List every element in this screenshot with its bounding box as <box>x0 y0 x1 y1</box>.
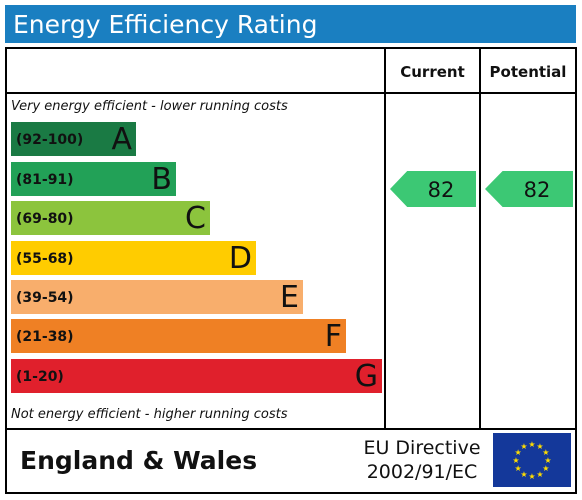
eu-star-icon: ★ <box>515 464 522 473</box>
band-range-label: (39-54) <box>16 290 74 306</box>
potential-rating-value: 82 <box>523 178 551 202</box>
eu-directive-line2: 2002/91/EC <box>366 461 478 483</box>
band-f: (21-38) F <box>11 319 346 354</box>
band-range-label: (21-38) <box>16 329 74 345</box>
band-letter-label: B <box>151 162 172 197</box>
band-range-label: (81-91) <box>16 172 74 188</box>
chart-title: Energy Efficiency Rating <box>5 5 576 43</box>
eu-star-icon: ★ <box>520 442 527 451</box>
eu-star-icon: ★ <box>515 448 522 457</box>
band-e: (39-54) E <box>11 280 303 315</box>
current-column-divider <box>384 47 386 430</box>
eu-star-icon: ★ <box>528 440 535 449</box>
band-b: (81-91) B <box>11 162 176 197</box>
band-d: (55-68) D <box>11 241 256 276</box>
eu-flag-icon: ★ ★ ★ ★ ★ ★ ★ ★ ★ ★ ★ ★ <box>493 433 571 487</box>
potential-column-divider <box>479 47 481 430</box>
bottom-note: Not energy efficient - higher running co… <box>11 407 288 422</box>
band-range-label: (55-68) <box>16 251 74 267</box>
band-range-label: (69-80) <box>16 211 74 227</box>
eu-star-icon: ★ <box>520 470 527 479</box>
eu-star-icon: ★ <box>536 442 543 451</box>
band-letter-label: C <box>185 201 206 236</box>
top-note: Very energy efficient - lower running co… <box>11 99 288 114</box>
footer-divider <box>5 428 577 430</box>
band-range-label: (1-20) <box>16 369 64 385</box>
band-letter-label: F <box>324 319 342 354</box>
eu-star-icon: ★ <box>544 456 551 465</box>
band-c: (69-80) C <box>11 201 210 236</box>
eu-star-icon: ★ <box>536 470 543 479</box>
current-header: Current <box>400 63 465 81</box>
band-letter-label: G <box>354 359 378 394</box>
band-letter-label: E <box>280 280 299 315</box>
header-divider <box>5 92 577 94</box>
footer-country: England & Wales <box>20 446 258 475</box>
potential-rating-arrow: 82 <box>485 171 573 207</box>
band-g: (1-20) G <box>11 359 382 394</box>
band-range-label: (92-100) <box>16 132 84 148</box>
eu-star-icon: ★ <box>512 456 519 465</box>
rating-frame <box>5 47 577 494</box>
eu-directive-line1: EU Directive <box>363 437 481 459</box>
eu-star-icon: ★ <box>542 448 549 457</box>
eu-star-icon: ★ <box>528 472 535 481</box>
band-a: (92-100) A <box>11 122 136 157</box>
current-rating-value: 82 <box>427 178 455 202</box>
potential-header: Potential <box>489 63 567 81</box>
eu-star-icon: ★ <box>542 464 549 473</box>
band-letter-label: A <box>111 122 132 157</box>
eu-directive: EU Directive 2002/91/EC <box>356 436 488 484</box>
current-rating-arrow: 82 <box>390 171 476 207</box>
band-letter-label: D <box>228 241 252 276</box>
